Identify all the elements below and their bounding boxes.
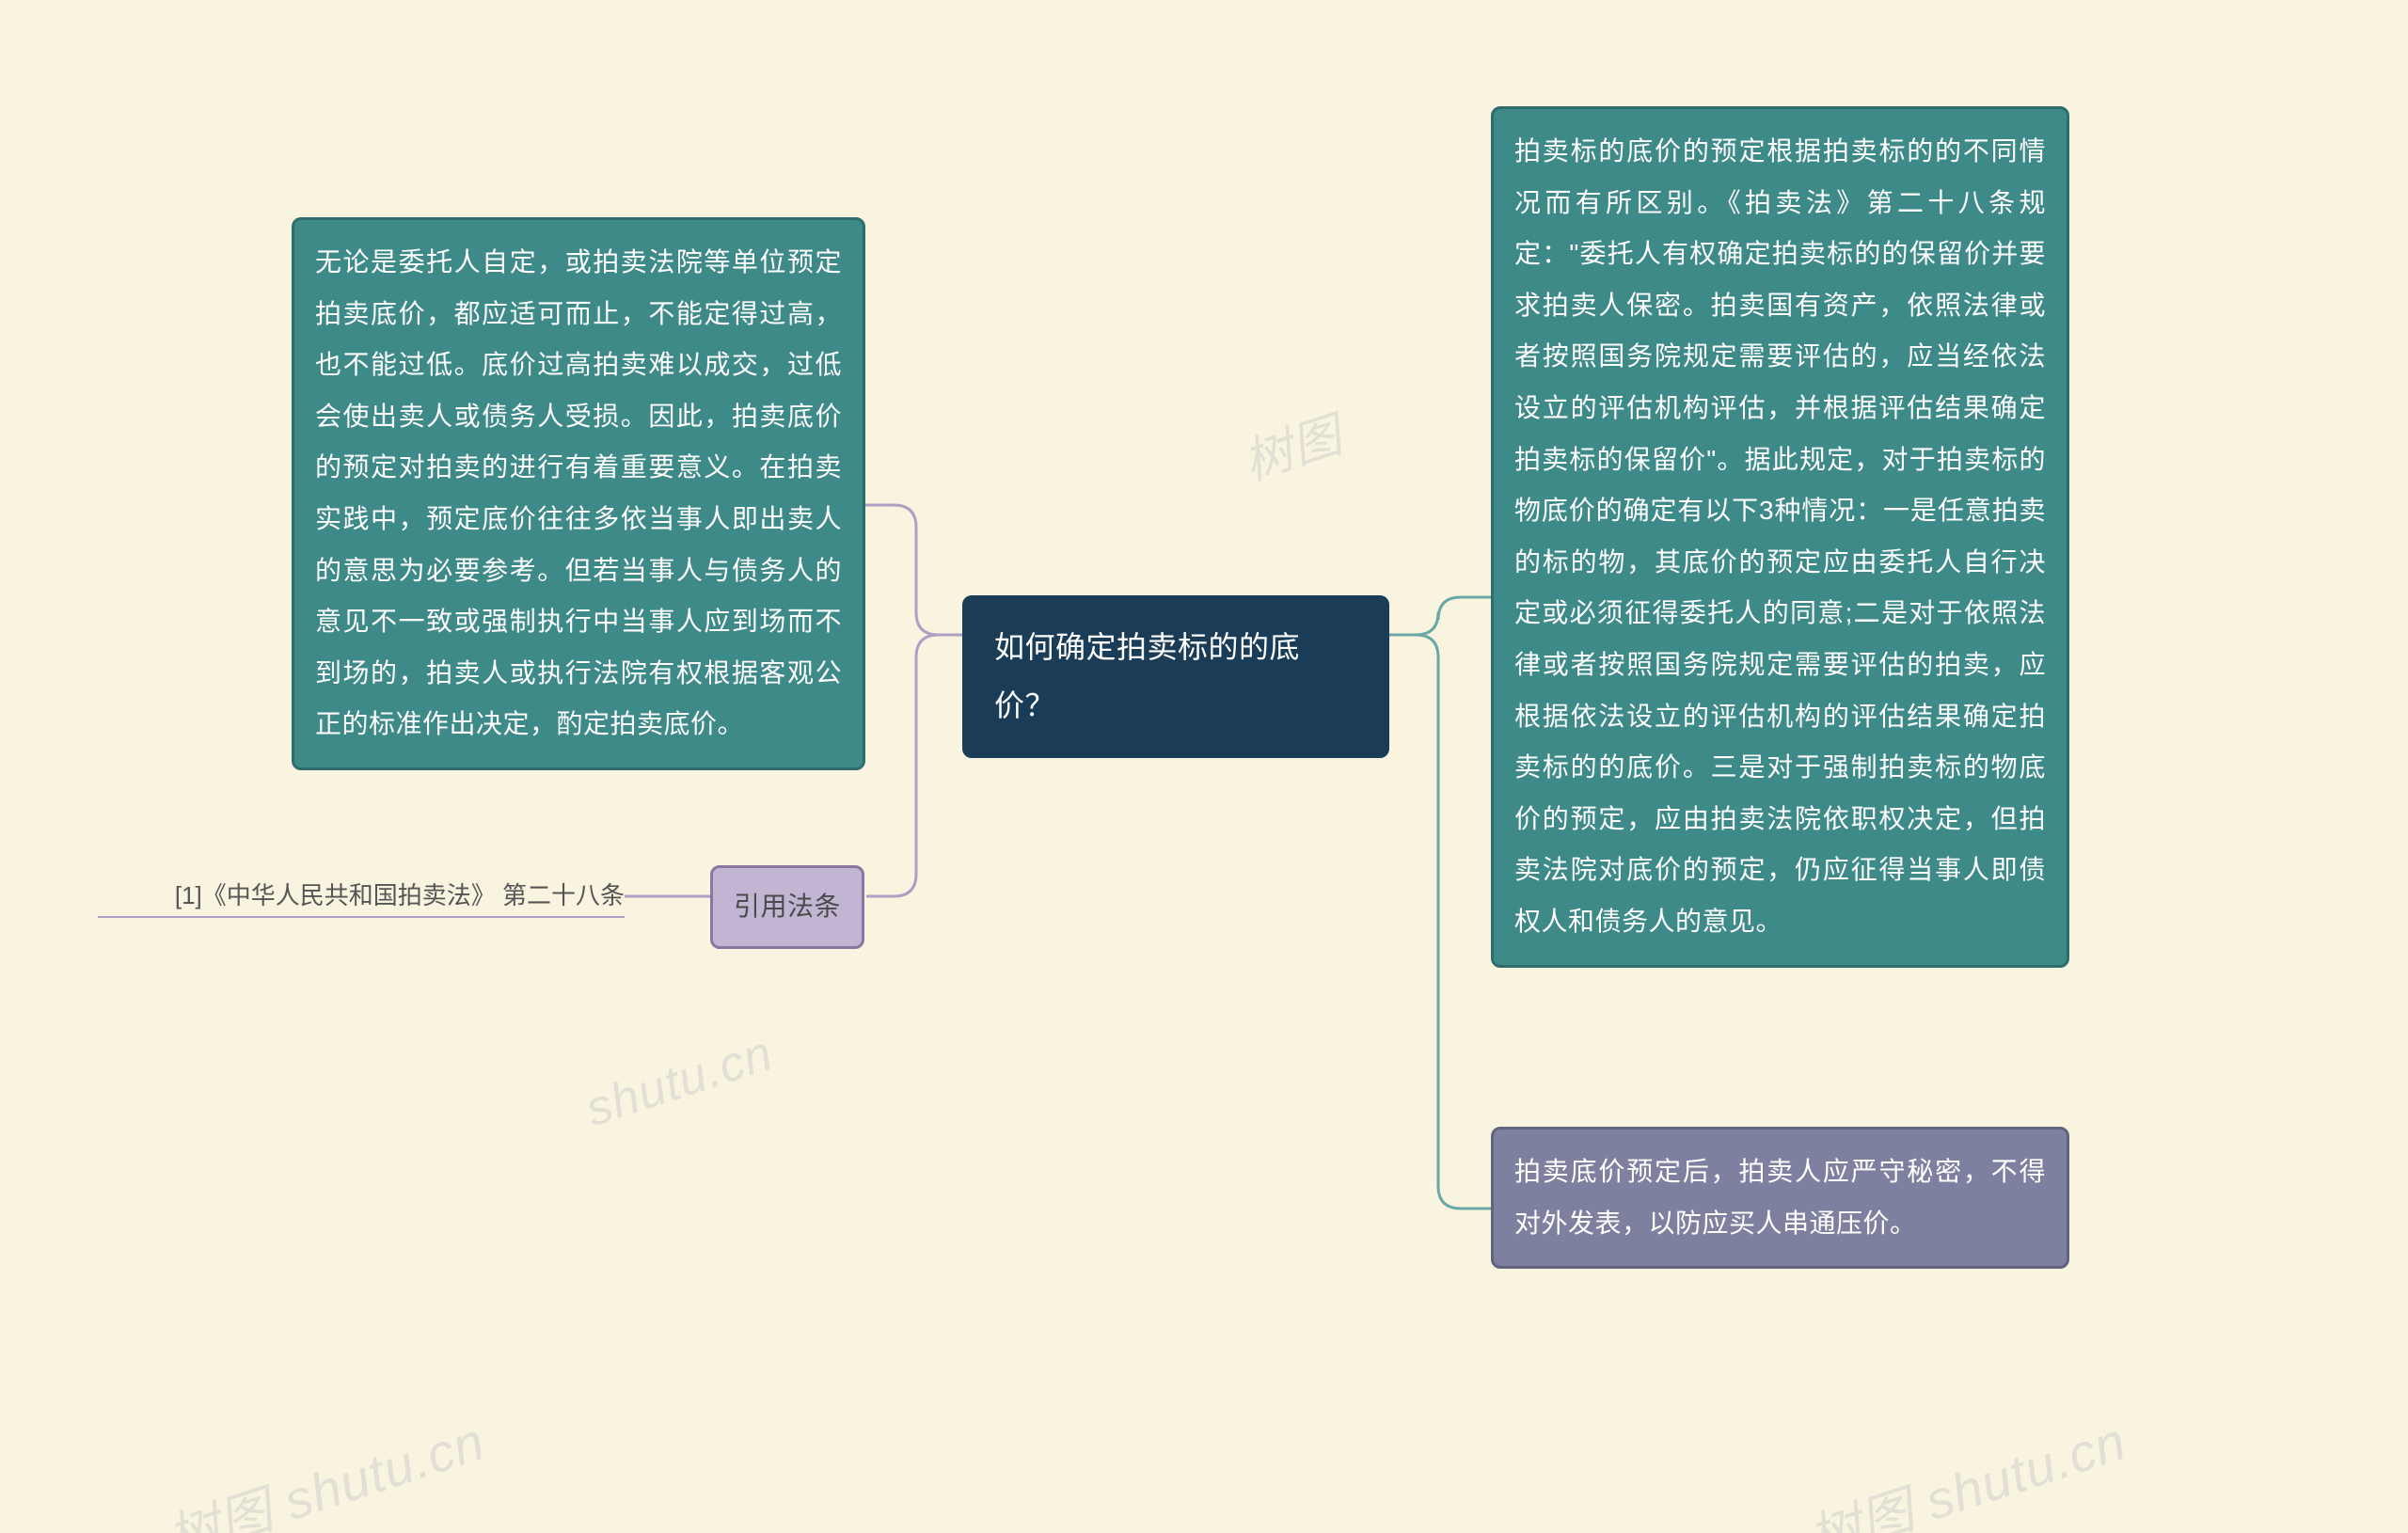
center-node[interactable]: 如何确定拍卖标的的底价？ bbox=[962, 595, 1389, 758]
left-node-description[interactable]: 无论是委托人自定，或拍卖法院等单位预定拍卖底价，都应适可而止，不能定得过高，也不… bbox=[292, 217, 865, 770]
law-citation-underline bbox=[98, 916, 625, 918]
connector-right-top bbox=[1389, 597, 1491, 635]
left-node-description-text: 无论是委托人自定，或拍卖法院等单位预定拍卖底价，都应适可而止，不能定得过高，也不… bbox=[315, 247, 842, 738]
watermark: 树图 bbox=[1233, 395, 1350, 493]
watermark: 树图 shutu.cn bbox=[1798, 1399, 2134, 1533]
center-node-text: 如何确定拍卖标的的底价？ bbox=[994, 630, 1300, 722]
connector-left-top bbox=[865, 505, 962, 635]
law-citation-text: [1]《中华人民共和国拍卖法》 第二十八条 bbox=[175, 881, 625, 909]
left-node-law-reference[interactable]: 引用法条 bbox=[710, 865, 864, 949]
left-node-law-reference-text: 引用法条 bbox=[734, 892, 841, 921]
watermark: 树图 shutu.cn bbox=[156, 1399, 493, 1533]
right-node-legal-basis[interactable]: 拍卖标的底价的预定根据拍卖标的的不同情况而有所区别。《拍卖法》第二十八条规定："… bbox=[1491, 106, 2069, 968]
right-node-legal-basis-text: 拍卖标的底价的预定根据拍卖标的的不同情况而有所区别。《拍卖法》第二十八条规定："… bbox=[1514, 136, 2046, 936]
connector-left-law bbox=[866, 635, 962, 896]
right-node-confidentiality-text: 拍卖底价预定后，拍卖人应严守秘密，不得对外发表，以防应买人串通压价。 bbox=[1514, 1157, 2046, 1238]
right-node-confidentiality[interactable]: 拍卖底价预定后，拍卖人应严守秘密，不得对外发表，以防应买人串通压价。 bbox=[1491, 1127, 2069, 1269]
connector-right-bottom bbox=[1389, 635, 1491, 1209]
law-citation-leaf[interactable]: [1]《中华人民共和国拍卖法》 第二十八条 bbox=[98, 877, 625, 911]
watermark: shutu.cn bbox=[579, 1025, 780, 1138]
